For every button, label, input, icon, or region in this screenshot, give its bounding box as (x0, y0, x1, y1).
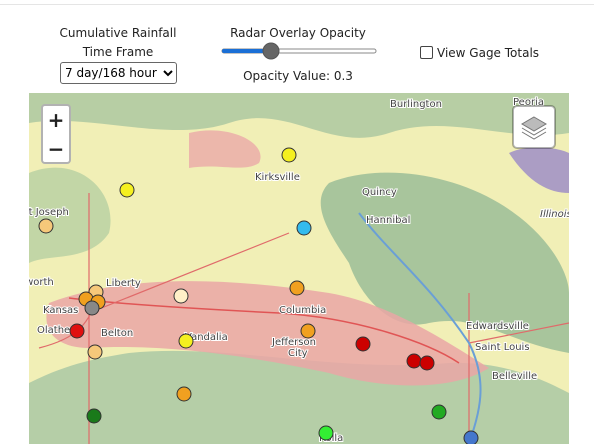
timeframe-select[interactable]: 7 day/168 hour (60, 62, 177, 84)
zoom-in[interactable]: + (41, 104, 71, 136)
map-label: Saint Joseph (29, 207, 69, 218)
map-label: Hannibal (366, 215, 410, 226)
map-label: Vandalia (185, 332, 228, 343)
map-label: Illinois (540, 209, 569, 220)
gage-checkbox[interactable] (420, 46, 433, 59)
gage-label[interactable]: View Gage Totals (437, 46, 540, 60)
map-label: Edwardsville (466, 321, 529, 332)
opacity-value: Opacity Value: 0.3 (243, 69, 353, 83)
opacity-label: Radar Overlay Opacity (230, 26, 366, 40)
opacity-slider[interactable] (218, 40, 380, 64)
map-label: Peoria (513, 97, 544, 108)
map-canvas: Burlington Peoria Kirksville Quincy Saint Jo… (29, 93, 569, 444)
zoom-out[interactable]: − (41, 135, 71, 164)
map-label: Leavenworth (29, 277, 54, 288)
map-label: Jefferson (271, 337, 316, 348)
map-label: Olathe (37, 325, 70, 336)
layers-button[interactable] (512, 105, 556, 149)
map-label: Columbia (279, 305, 326, 316)
map-label: Burlington (390, 99, 442, 110)
map[interactable]: Burlington Peoria Kirksville Quincy Saint Jo… (29, 93, 569, 444)
map-label: Quincy (362, 187, 397, 198)
map-label: Saint Louis (475, 342, 530, 353)
map-label: Belleville (492, 371, 537, 382)
map-label: Belton (101, 328, 133, 339)
map-label: Kansas (43, 305, 78, 316)
gage-markers (38, 147, 479, 444)
top-rule (0, 4, 594, 5)
timeframe-label: Cumulative Rainfall (59, 26, 177, 40)
timeframe-label: Time Frame (82, 45, 154, 59)
map-label: City (288, 348, 308, 359)
map-label: Liberty (106, 278, 141, 289)
map-label: Kirksville (255, 172, 300, 183)
